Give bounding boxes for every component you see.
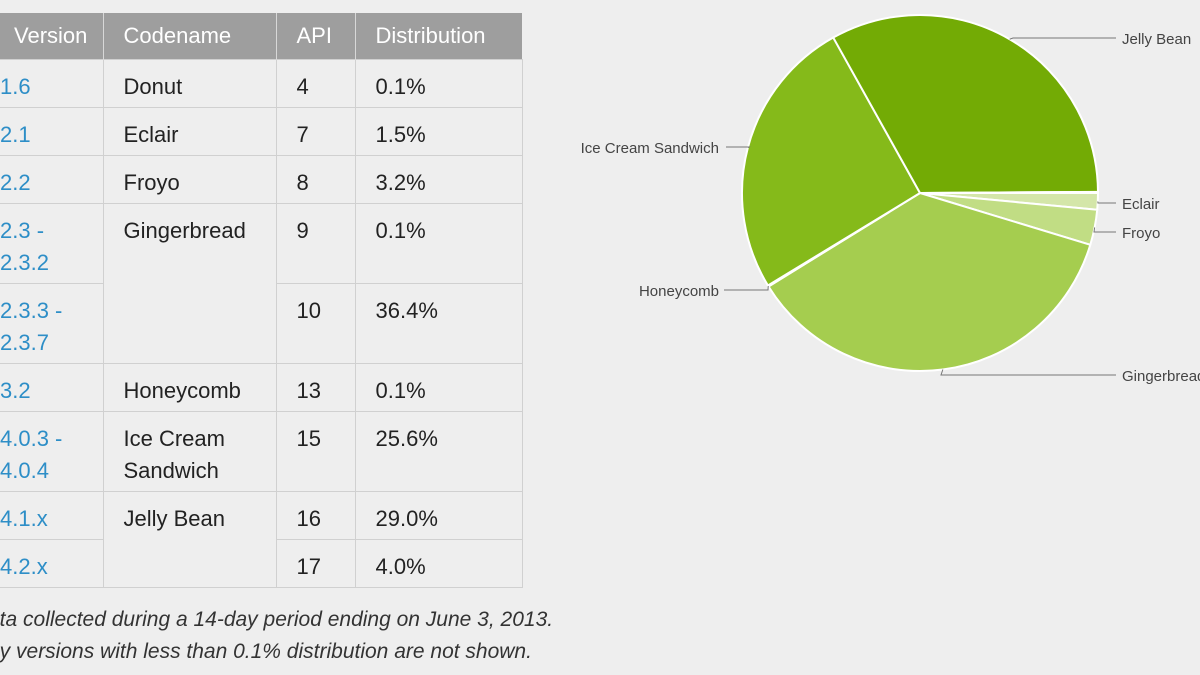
footnote-line-2: ny versions with less than 0.1% distribu… (0, 640, 532, 663)
table-row: 2.1 Eclair 7 1.5% (0, 107, 523, 156)
distribution-cell: 1.5% (354, 107, 523, 156)
callout-line (724, 285, 769, 291)
distribution-cell: 0.1% (354, 203, 523, 284)
api-cell: 7 (275, 107, 356, 156)
version-link[interactable]: 2.3.3 -2.3.7 (0, 283, 104, 364)
api-cell: 10 (275, 283, 356, 364)
pie-slice-other (919, 190, 1100, 194)
version-link[interactable]: 2.2 (0, 155, 104, 204)
table-row: 2.3.3 -2.3.7 10 36.4% (0, 283, 523, 364)
slice-label: Jelly Bean (1122, 31, 1191, 48)
version-link[interactable]: 4.2.x (0, 539, 104, 588)
callout-line (1009, 37, 1116, 40)
table-header-row: Version Codename API Distribution (0, 13, 522, 60)
api-cell: 8 (275, 155, 356, 204)
header-distribution: Distribution (354, 13, 522, 60)
callout-line (940, 369, 1116, 376)
api-cell: 17 (275, 539, 356, 588)
codename-cell: Ice Cream Sandwich (102, 411, 277, 492)
distribution-cell: 29.0% (354, 491, 523, 540)
api-cell: 15 (275, 411, 356, 492)
distribution-cell: 25.6% (354, 411, 523, 492)
version-link[interactable]: 3.2 (0, 363, 104, 412)
slice-label: Eclair (1122, 196, 1160, 213)
version-link[interactable]: 4.0.3 -4.0.4 (0, 411, 104, 492)
table-row: 4.0.3 -4.0.4 Ice Cream Sandwich 15 25.6% (0, 411, 523, 492)
footnote-line-1: ata collected during a 14-day period end… (0, 608, 554, 631)
table-row: 4.2.x 17 4.0% (0, 539, 523, 588)
slice-label: Ice Cream Sandwich (581, 140, 719, 157)
version-link[interactable]: 2.3 -2.3.2 (0, 203, 104, 284)
callout-line (1097, 201, 1116, 204)
api-cell: 16 (275, 491, 356, 540)
distribution-cell: 3.2% (354, 155, 523, 204)
footnote: ata collected during a 14-day period end… (0, 604, 553, 668)
header-codename: Codename (102, 13, 276, 60)
version-link[interactable]: 4.1.x (0, 491, 104, 540)
slice-label: Honeycomb (639, 283, 719, 300)
header-version: Version (0, 13, 103, 60)
slice-label: Froyo (1122, 225, 1160, 242)
table-row: 2.3 -2.3.2 Gingerbread 9 0.1% (0, 203, 523, 364)
pie-callouts: Eclair Froyo Gingerbread Honeycomb Ice Cream… (581, 31, 1200, 385)
version-link[interactable]: 2.1 (0, 107, 104, 156)
callout-line (726, 146, 751, 149)
api-cell: 4 (275, 59, 356, 108)
api-cell: 9 (275, 203, 356, 284)
distribution-table: Version Codename API Distribution 1.6 Do… (0, 13, 523, 588)
codename-cell: Honeycomb (102, 363, 277, 412)
codename-cell: Gingerbread (102, 203, 277, 364)
table-row: 2.2 Froyo 8 3.2% (0, 155, 523, 204)
distribution-cell: 4.0% (354, 539, 523, 588)
pie-slices (741, 14, 1100, 372)
codename-cell: Donut (102, 59, 277, 108)
distribution-cell: 0.1% (354, 59, 523, 108)
codename-cell: Froyo (102, 155, 277, 204)
callout-line (1093, 227, 1116, 233)
header-api: API (275, 13, 355, 60)
codename-cell: Jelly Bean (102, 491, 277, 588)
distribution-cell: 36.4% (354, 283, 523, 364)
table-row: 3.2 Honeycomb 13 0.1% (0, 363, 523, 412)
slice-label: Gingerbread (1122, 368, 1200, 385)
distribution-cell: 0.1% (354, 363, 523, 412)
table-row: 4.1.x Jelly Bean 16 29.0% (0, 491, 523, 588)
